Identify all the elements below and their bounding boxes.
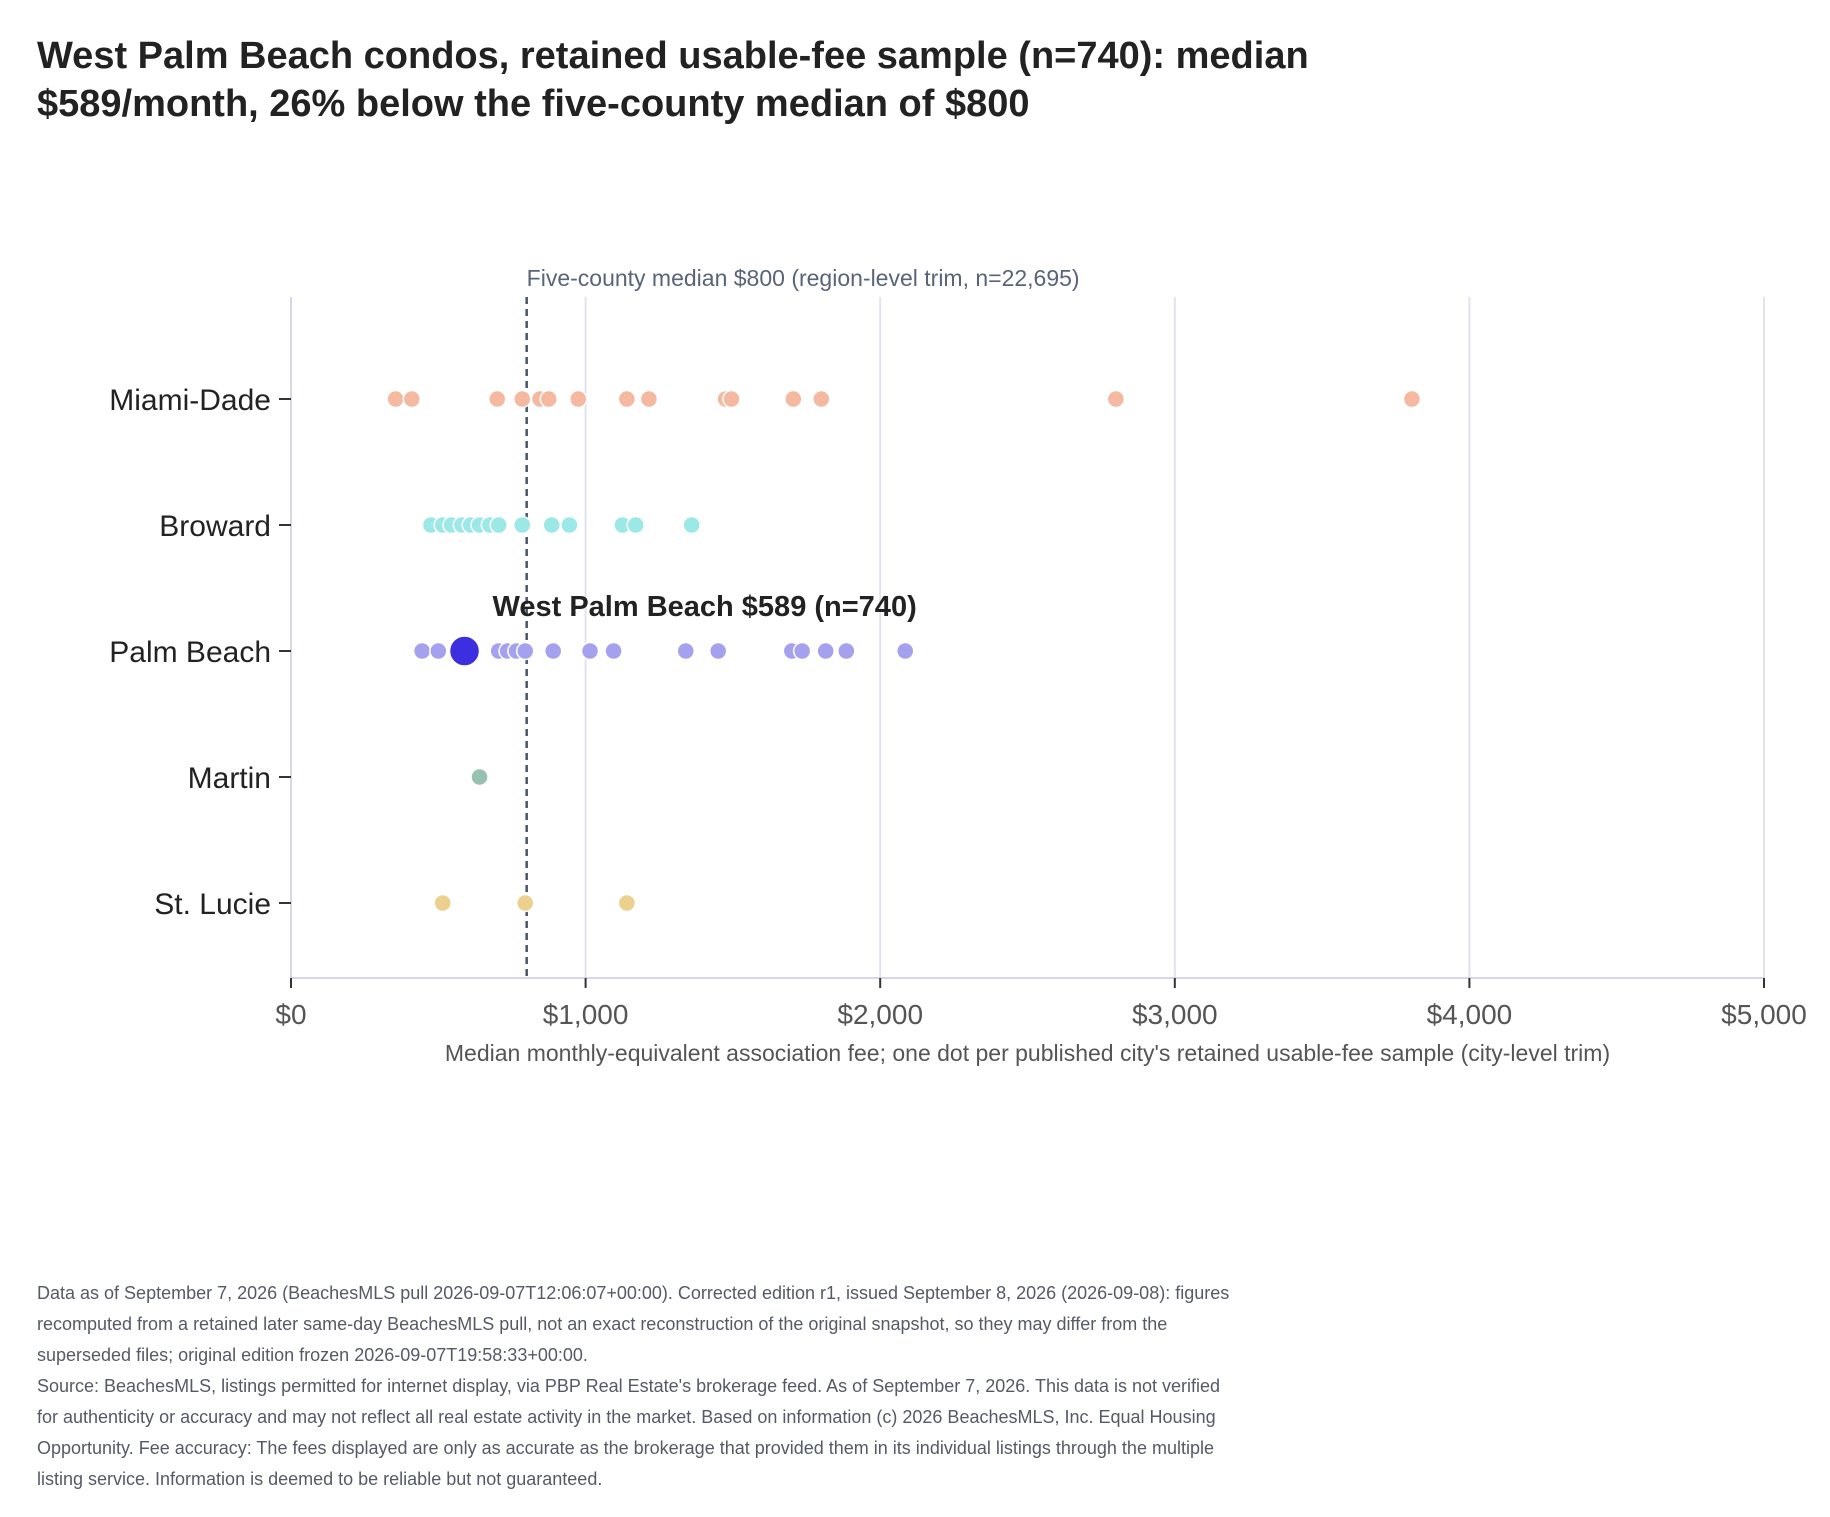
footnotes: Data as of September 7, 2026 (BeachesMLS… <box>37 1278 1417 1495</box>
x-tick-label: $0 <box>275 999 306 1030</box>
dot-miami-dade <box>784 389 803 409</box>
dot-palm-beach <box>676 641 696 661</box>
dot-miami-dade <box>568 389 588 409</box>
x-tick-label: $1,000 <box>543 999 629 1030</box>
five-county-median-label: Five-county median $800 (region-level tr… <box>527 265 1080 291</box>
dot-broward <box>513 515 532 535</box>
dot-broward <box>489 515 508 535</box>
category-label-st-lucie: St. Lucie <box>154 888 271 921</box>
dot-palm-beach <box>895 641 915 661</box>
dot-palm-beach <box>543 641 563 661</box>
dot-broward <box>542 515 561 535</box>
dot-miami-dade <box>513 389 532 409</box>
x-tick-label: $2,000 <box>837 999 923 1030</box>
x-axis-ticks: $0 $1,000 $2,000 $3,000 $4,000 $5,000 <box>275 978 1807 1030</box>
dot-miami-dade <box>722 389 741 409</box>
dot-miami-dade <box>386 389 405 409</box>
footnote-line: listing service. Information is deemed t… <box>37 1469 603 1489</box>
dot-miami-dade <box>617 389 637 409</box>
dot-st-lucie <box>617 893 637 913</box>
footnote-line: superseded files; original edition froze… <box>37 1345 588 1365</box>
x-tick-label: $3,000 <box>1132 999 1218 1030</box>
footnote-line: Opportunity. Fee accuracy: The fees disp… <box>37 1438 1214 1458</box>
dot-palm-beach <box>412 641 432 661</box>
chart-title: West Palm Beach condos, retained usable-… <box>37 32 1437 128</box>
dot-miami-dade <box>539 389 559 409</box>
gridlines <box>584 297 1765 978</box>
category-label-broward: Broward <box>159 510 271 543</box>
dot-miami-dade <box>402 389 422 409</box>
chart-title-line-2: $589/month, 26% below the five-county me… <box>37 83 1030 125</box>
footnote-line: Data as of September 7, 2026 (BeachesMLS… <box>37 1283 1230 1303</box>
dot-miami-dade <box>487 389 507 409</box>
x-tick-label: $5,000 <box>1721 999 1807 1030</box>
footnote-line: for authenticity or accuracy and may not… <box>37 1407 1216 1427</box>
dot-palm-beach <box>604 641 623 661</box>
dot-broward <box>626 515 645 535</box>
footnote-line: recomputed from a retained later same-da… <box>37 1314 1168 1334</box>
dot-st-lucie <box>515 893 535 913</box>
dot-palm-beach <box>580 641 600 661</box>
dot-miami-dade <box>1402 389 1422 409</box>
dot-miami-dade <box>812 389 831 409</box>
dot-st-lucie <box>433 893 452 913</box>
dot-palm-beach <box>792 641 812 661</box>
dot-broward <box>682 515 701 535</box>
dot-palm-beach <box>515 641 535 661</box>
dot-broward <box>560 515 579 535</box>
dot-martin <box>470 767 489 787</box>
x-tick-label: $4,000 <box>1427 999 1513 1030</box>
dot-palm-beach <box>816 641 835 661</box>
chart-title-line-1: West Palm Beach condos, retained usable-… <box>37 35 1309 77</box>
city-dots <box>386 389 1422 913</box>
dot-palm-beach <box>837 641 856 661</box>
highlight-dot-west-palm-beach[interactable] <box>448 635 481 667</box>
dot-miami-dade <box>639 389 659 409</box>
y-axis-ticks: Miami-Dade Broward Palm Beach Martin St. Luc… <box>109 384 291 921</box>
category-label-martin: Martin <box>188 762 271 795</box>
category-label-palm-beach: Palm Beach <box>109 636 271 669</box>
highlight-label-west-palm-beach: West Palm Beach $589 (n=740) <box>493 591 917 623</box>
dot-palm-beach <box>429 641 448 661</box>
x-axis-label: Median monthly-equivalent association fe… <box>445 1040 1610 1066</box>
category-label-miami-dade: Miami-Dade <box>109 384 271 417</box>
footnote-line: Source: BeachesMLS, listings permitted f… <box>37 1376 1221 1396</box>
dot-miami-dade <box>1106 389 1126 409</box>
dot-palm-beach <box>708 641 728 661</box>
